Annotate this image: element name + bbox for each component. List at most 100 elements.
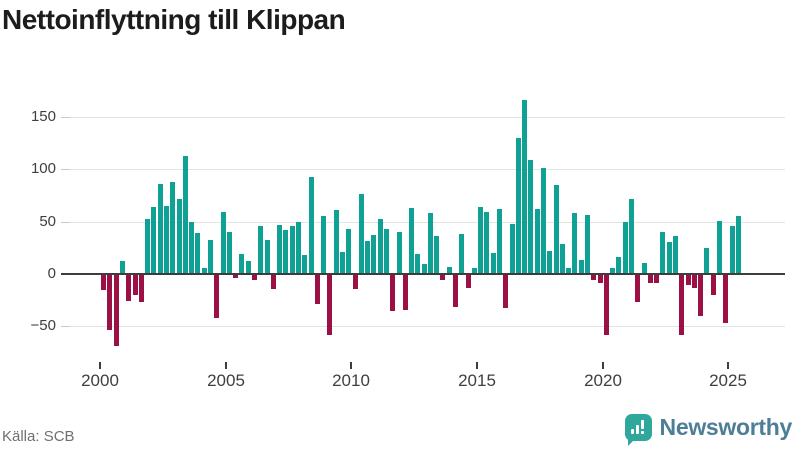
source-caption: Källa: SCB <box>2 428 75 445</box>
bar <box>528 160 533 273</box>
y-axis-tick <box>61 117 70 118</box>
bar <box>704 248 709 273</box>
bar <box>560 244 565 273</box>
bar <box>403 275 408 310</box>
bar <box>610 268 615 273</box>
bar <box>151 207 156 273</box>
bar <box>491 253 496 273</box>
x-axis-tick <box>350 362 352 369</box>
x-axis-tick <box>99 362 101 369</box>
bar <box>158 184 163 273</box>
bar <box>390 275 395 311</box>
bar <box>177 199 182 273</box>
newsworthy-logo-text: Newsworthy <box>659 414 793 440</box>
speech-bubble-tail <box>627 440 634 446</box>
bar <box>365 241 370 273</box>
gridline <box>66 117 785 118</box>
bar <box>371 235 376 273</box>
bar <box>535 209 540 273</box>
bar <box>472 268 477 273</box>
bar <box>642 263 647 273</box>
bar <box>478 207 483 273</box>
gridline <box>66 273 785 275</box>
bar <box>711 275 716 295</box>
bar <box>302 255 307 273</box>
bar <box>723 275 728 323</box>
bar <box>227 232 232 273</box>
bar <box>384 229 389 273</box>
bar <box>315 275 320 304</box>
bar <box>214 275 219 318</box>
bar <box>686 275 691 285</box>
bar <box>340 252 345 273</box>
bar <box>359 194 364 273</box>
bar <box>334 210 339 273</box>
x-axis-tick <box>727 362 729 369</box>
bar <box>585 215 590 273</box>
bar <box>415 254 420 273</box>
x-axis-tick-label: 2015 <box>458 371 496 390</box>
bar <box>221 212 226 273</box>
bar <box>208 240 213 273</box>
bar <box>346 229 351 273</box>
bar <box>466 275 471 288</box>
bar <box>554 185 559 273</box>
bar <box>579 260 584 273</box>
bar <box>604 275 609 335</box>
x-axis-tick-label: 2010 <box>332 371 370 390</box>
bar <box>629 199 634 273</box>
bar <box>717 221 722 273</box>
bar <box>623 222 628 273</box>
y-axis-tick <box>61 326 70 327</box>
bar <box>258 226 263 273</box>
bar <box>547 251 552 273</box>
bar <box>309 177 314 273</box>
bar <box>296 222 301 273</box>
bar <box>164 206 169 273</box>
bar <box>120 261 125 273</box>
bar <box>459 234 464 273</box>
y-axis-tick-label: 50 <box>39 213 56 230</box>
bar <box>566 268 571 273</box>
bar <box>283 230 288 273</box>
bar <box>679 275 684 335</box>
bar <box>353 275 358 289</box>
bar <box>541 168 546 273</box>
bar <box>271 275 276 289</box>
bar <box>202 268 207 273</box>
y-axis-tick-label: 0 <box>47 265 56 282</box>
y-axis-tick-label: 150 <box>30 108 56 125</box>
bar <box>447 267 452 273</box>
y-axis-tick <box>61 169 70 170</box>
bar <box>233 275 238 278</box>
bar <box>428 213 433 273</box>
bar <box>139 275 144 302</box>
gridline <box>66 169 785 170</box>
bar <box>616 257 621 273</box>
gridline <box>66 222 785 223</box>
bar <box>660 232 665 273</box>
bar <box>107 275 112 330</box>
bar <box>635 275 640 302</box>
bar <box>170 182 175 273</box>
y-axis-tick-label: 100 <box>30 160 56 177</box>
bar <box>246 261 251 273</box>
bar <box>673 236 678 273</box>
bar <box>195 233 200 273</box>
bar <box>422 264 427 273</box>
bar <box>522 100 527 273</box>
bar <box>252 275 257 280</box>
bar <box>654 275 659 283</box>
bar <box>516 138 521 273</box>
bar <box>265 240 270 273</box>
logo-bar-icon <box>635 425 639 434</box>
y-axis-tick-label: −50 <box>30 317 56 334</box>
bar <box>397 232 402 273</box>
x-axis-tick <box>602 362 604 369</box>
bar <box>327 275 332 335</box>
y-axis-tick <box>61 222 70 223</box>
x-axis-tick <box>476 362 478 369</box>
x-axis-tick-label: 2005 <box>207 371 245 390</box>
logo-exclamation-icon <box>640 420 644 429</box>
